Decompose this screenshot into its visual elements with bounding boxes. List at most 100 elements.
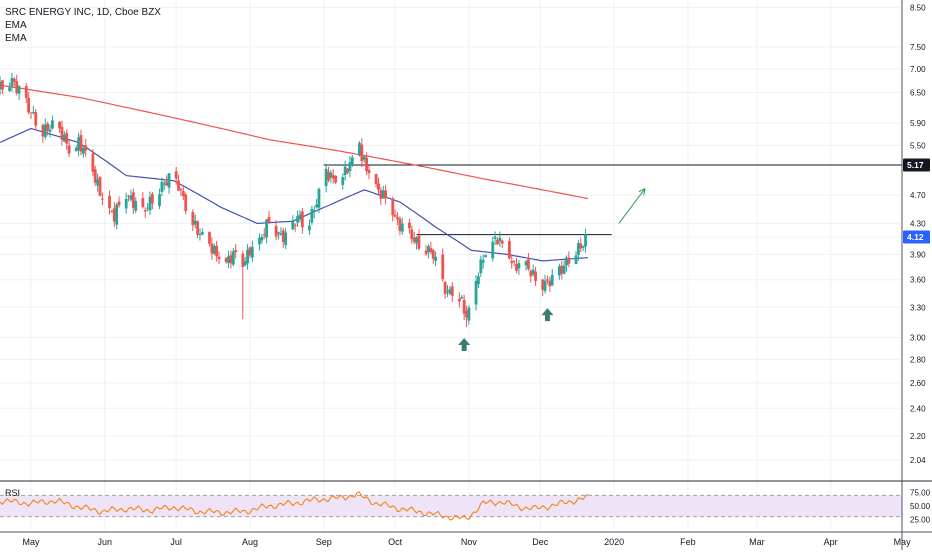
candle-body	[567, 257, 571, 264]
candle-body	[212, 246, 216, 254]
candle-body	[129, 195, 133, 200]
candle-body	[541, 279, 545, 290]
candle-body	[15, 81, 19, 94]
candle-body	[300, 211, 304, 228]
candle-body	[350, 157, 354, 165]
rsi-legend[interactable]: RSI	[5, 488, 21, 498]
candle-body	[474, 281, 478, 305]
candle-body	[310, 208, 314, 223]
candle-body	[181, 191, 185, 197]
candle-body	[279, 233, 283, 236]
candle-body	[517, 263, 521, 269]
candle-body	[43, 124, 47, 138]
candle-body	[358, 143, 361, 156]
y-tick-label: 3.00	[910, 334, 926, 343]
candle-body	[58, 121, 61, 129]
candle-body	[141, 198, 145, 208]
candle-body	[67, 145, 71, 154]
candle-body	[84, 145, 88, 151]
horizontal-lines[interactable]	[323, 164, 902, 236]
candle-body	[315, 204, 318, 208]
candle-body	[398, 218, 402, 231]
candle-body	[281, 230, 285, 243]
candle-body	[362, 156, 366, 160]
candle-body	[384, 190, 388, 199]
candle-body	[1, 80, 4, 90]
y-tick-label: 7.00	[910, 65, 926, 74]
candle-body	[450, 286, 454, 296]
x-tick-label: Feb	[680, 537, 696, 547]
candle-body	[112, 208, 116, 222]
candle-body	[210, 243, 214, 254]
candle-body	[150, 193, 154, 204]
candle-body	[31, 111, 35, 113]
projection-arrowhead-icon[interactable]	[638, 188, 646, 196]
ema-legend-1[interactable]: EMA	[5, 20, 27, 31]
candle-body	[101, 198, 104, 200]
y-tick-label: 5.50	[910, 141, 926, 150]
candle-body	[143, 210, 147, 212]
candle-body	[565, 257, 568, 266]
candle-body	[146, 207, 150, 209]
candle-body	[367, 169, 371, 174]
up-arrow-marker-icon[interactable]	[458, 338, 471, 352]
candle-body	[198, 234, 202, 236]
price-label-badge	[903, 230, 930, 244]
candle-body	[258, 237, 261, 245]
candle-body	[498, 237, 502, 242]
rsi-tick-label: 75.00	[910, 489, 931, 498]
candle-body	[477, 276, 480, 285]
candle-body	[81, 147, 85, 154]
candle-body	[458, 298, 461, 302]
x-tick-label: Nov	[461, 537, 478, 547]
candle-body	[234, 250, 238, 253]
candle-body	[250, 246, 254, 258]
candle-body	[312, 210, 316, 213]
candle-body	[365, 157, 368, 172]
candles	[0, 72, 587, 328]
candle-body	[360, 144, 364, 161]
candle-body	[193, 220, 197, 225]
candle-body	[227, 256, 230, 263]
candle-body	[267, 216, 271, 224]
ema-legend-2[interactable]: EMA	[5, 33, 27, 44]
candle-body	[160, 181, 164, 192]
candle-body	[41, 124, 45, 137]
ema-fast-layer	[0, 127, 588, 262]
candle-body	[343, 166, 347, 175]
y-tick-label: 3.90	[910, 250, 926, 259]
x-tick-label: Jun	[98, 537, 113, 547]
candle-body	[443, 281, 447, 295]
candle-body	[562, 265, 566, 274]
candle-body	[284, 232, 288, 246]
markers[interactable]	[458, 188, 646, 352]
candle-body	[381, 190, 385, 199]
ema-slow-layer	[0, 84, 589, 200]
candle-body	[348, 162, 352, 171]
candle-body	[148, 196, 152, 211]
candle-body	[529, 271, 533, 277]
candle-body	[231, 251, 235, 265]
candle-body	[427, 246, 430, 253]
rsi-tick-label: 50.00	[910, 502, 931, 511]
x-tick-label: 2020	[604, 537, 624, 547]
price-label-text: 5.17	[907, 160, 924, 170]
symbol-title[interactable]: SRC ENERGY INC, 1D, Cboe BZX	[5, 7, 161, 18]
candle-body	[377, 183, 380, 190]
candle-body	[24, 85, 28, 98]
candle-body	[200, 232, 204, 235]
candle-body	[462, 299, 466, 314]
candle-body	[79, 134, 83, 152]
candle-body	[446, 291, 449, 293]
candle-body	[196, 221, 199, 235]
y-tick-label: 2.04	[910, 456, 926, 465]
projection-arrow-line[interactable]	[618, 188, 646, 224]
candle-body	[331, 175, 335, 179]
up-arrow-marker-icon[interactable]	[541, 308, 554, 322]
candle-body	[496, 239, 499, 245]
candle-body	[0, 81, 2, 90]
candle-body	[396, 217, 399, 220]
